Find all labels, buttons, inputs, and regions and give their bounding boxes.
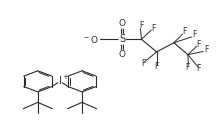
Text: F: F: [154, 62, 159, 71]
Text: F: F: [204, 45, 208, 54]
Text: F: F: [192, 30, 197, 39]
Text: O: O: [119, 19, 125, 28]
Text: +: +: [62, 74, 68, 80]
Text: F: F: [197, 40, 201, 49]
Text: F: F: [183, 27, 187, 36]
Text: F: F: [151, 24, 156, 33]
Text: S: S: [119, 34, 125, 44]
Text: F: F: [141, 59, 146, 68]
Text: $\mathregular{^-}$O: $\mathregular{^-}$O: [82, 34, 98, 45]
Text: I: I: [59, 76, 62, 86]
Text: F: F: [197, 64, 201, 73]
Text: F: F: [186, 63, 190, 72]
Text: F: F: [139, 21, 144, 30]
Text: O: O: [119, 50, 125, 59]
